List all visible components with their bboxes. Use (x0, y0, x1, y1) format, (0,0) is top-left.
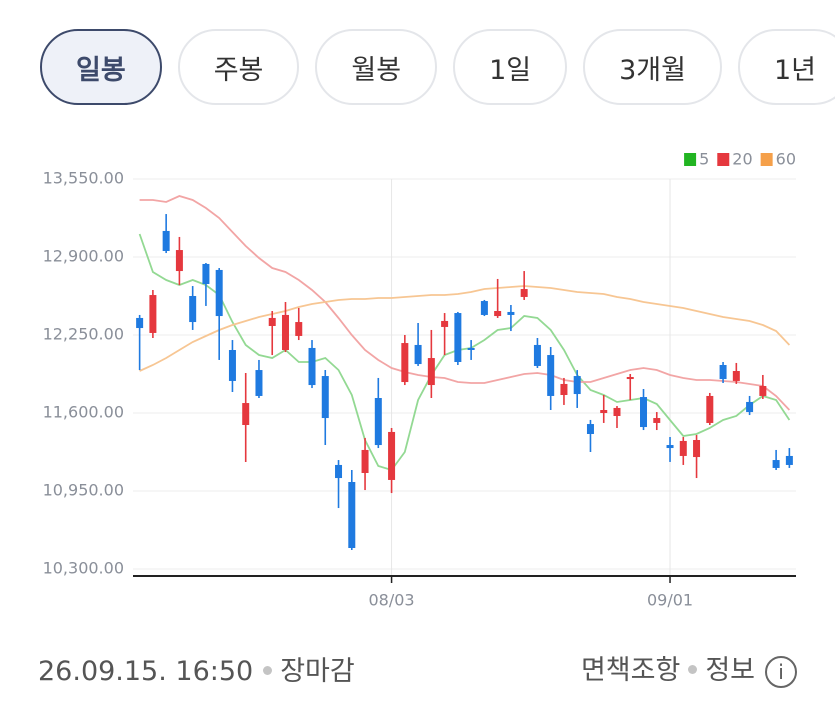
candle-body (361, 449, 369, 473)
separator-dot (263, 665, 273, 675)
legend-swatch (684, 153, 697, 166)
candle-body (136, 317, 144, 329)
ma-line (139, 285, 791, 372)
separator-dot (688, 665, 698, 675)
ma-line (138, 233, 791, 472)
x-tick-label: 08/03 (369, 591, 415, 610)
candle-body (242, 403, 250, 425)
period-tab[interactable]: 월봉 (315, 29, 438, 105)
candle-body (454, 313, 462, 362)
period-tab[interactable]: 일봉 (40, 29, 162, 105)
y-tick-label: 13,550.00 (43, 169, 124, 188)
candle-body (281, 314, 289, 350)
candle-body (149, 295, 157, 333)
candle-body (189, 296, 197, 323)
period-tab[interactable]: 1일 (453, 29, 568, 105)
period-tabs: 일봉주봉월봉1일3개월1년3년 (40, 27, 835, 109)
candle-body (706, 395, 714, 423)
y-tick-label: 12,250.00 (43, 325, 124, 344)
market-status: 장마감 (280, 655, 355, 687)
candle-body (785, 455, 793, 465)
candle-body (268, 317, 276, 326)
legend-swatch (760, 153, 773, 166)
candle-body (441, 320, 449, 327)
candle-body (215, 269, 223, 317)
candle-body (388, 431, 396, 480)
y-tick-label: 11,600.00 (43, 403, 124, 422)
candle-body (759, 386, 767, 396)
candle-body (427, 358, 435, 386)
period-tab[interactable]: 1년 (737, 29, 835, 105)
candle-body (520, 289, 528, 297)
candle-body (732, 371, 740, 381)
candle-body (547, 355, 555, 396)
candle-body (772, 460, 780, 468)
candle-body (228, 350, 236, 381)
y-tick-label: 10,950.00 (43, 481, 124, 500)
candle-body (480, 301, 488, 315)
candle-body (586, 424, 594, 434)
candle-body (202, 263, 210, 284)
candle-body (613, 407, 621, 416)
candle-body (719, 365, 727, 380)
candle-body (162, 230, 170, 251)
footer-links: 면책조항 정보 i (581, 648, 797, 688)
candle-body (573, 376, 581, 395)
candle-body (746, 401, 754, 413)
candle-body (693, 440, 701, 458)
timestamp: 26.09.15. 16:50 (38, 655, 254, 687)
legend-label: 60 (776, 150, 796, 169)
legend-swatch (717, 153, 730, 166)
candle-body (175, 250, 183, 272)
candle-body (467, 347, 475, 350)
footer: 26.09.15. 16:50 장마감 면책조항 정보 i (38, 646, 797, 690)
candle-body (414, 344, 422, 365)
candle-body (507, 311, 515, 315)
y-tick-label: 12,900.00 (43, 247, 124, 266)
period-tab[interactable]: 주봉 (177, 29, 300, 105)
x-tick-label: 09/01 (647, 591, 693, 610)
candle-body (348, 482, 356, 548)
period-tab[interactable]: 3개월 (583, 29, 722, 105)
candle-body (374, 398, 382, 446)
legend-label: 20 (732, 150, 752, 169)
candle-body (401, 343, 409, 383)
legend-label: 5 (699, 150, 709, 169)
candle-body (600, 410, 608, 413)
candle-body (335, 464, 343, 479)
candle-body (295, 322, 303, 336)
info-icon[interactable]: i (765, 655, 797, 688)
candle-body (640, 397, 648, 428)
candle-body (255, 370, 263, 396)
candle-body (533, 344, 541, 366)
candle-body (679, 440, 687, 456)
candle-body (308, 347, 316, 386)
ma-line (139, 195, 791, 411)
status-line: 26.09.15. 16:50 장마감 (38, 649, 355, 688)
chart: 10,300.00 10,950.00 11,600.00 12,250.00 12,9… (43, 150, 796, 610)
candle-body (321, 376, 329, 419)
candle-body (626, 377, 634, 380)
candle-body (653, 418, 661, 423)
candle-body (666, 445, 674, 449)
disclaimer-link[interactable]: 면책조항 (580, 655, 681, 687)
info-link[interactable]: 정보 (705, 655, 755, 687)
candle-body (494, 311, 502, 317)
candle-body (560, 383, 568, 395)
y-tick-label: 10,300.00 (43, 559, 124, 578)
